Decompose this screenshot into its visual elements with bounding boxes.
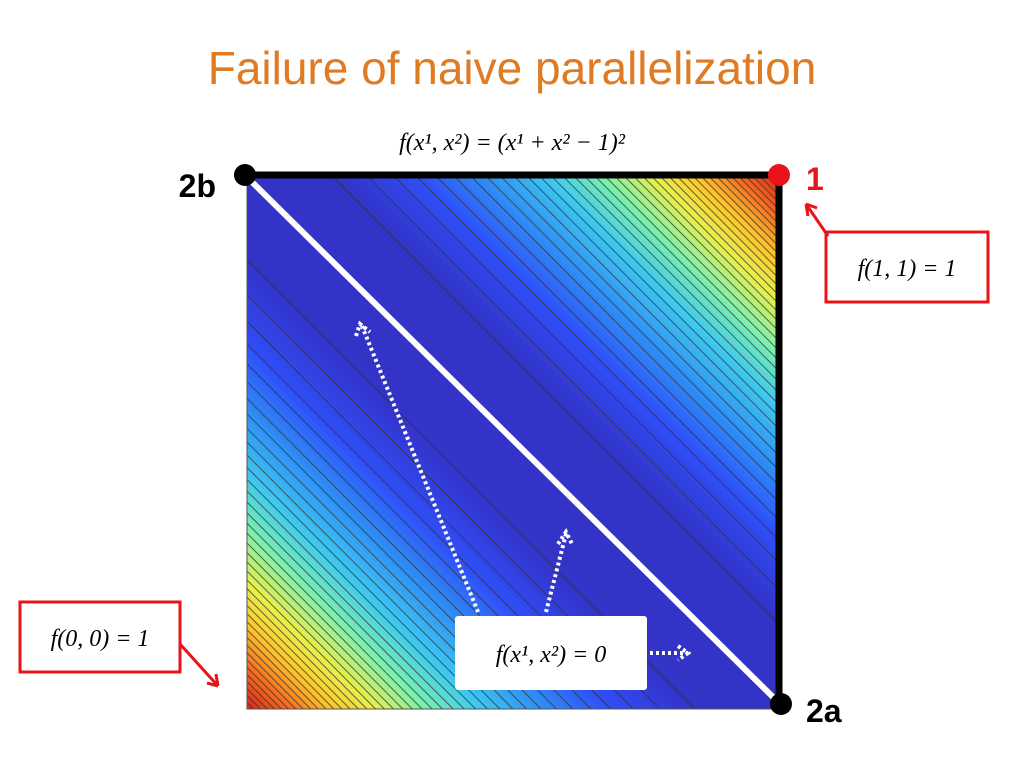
contour-line [247, 532, 423, 709]
callout-box [18, 600, 182, 674]
callout-text: f(0, 0) = 1 [51, 626, 150, 652]
contour-line [561, 175, 779, 394]
callout-box [824, 230, 990, 304]
contour-line [498, 175, 779, 457]
contour-line [583, 175, 779, 372]
contour-line [247, 512, 443, 709]
center-box [455, 616, 647, 690]
contour-line [603, 175, 779, 352]
contour-line [525, 175, 779, 430]
contour-line [632, 175, 779, 323]
contour-line [469, 175, 779, 487]
callout-arrow [178, 642, 220, 688]
point-2b [234, 164, 256, 186]
contour-line [247, 427, 528, 709]
point-2a [770, 693, 792, 715]
contour-line [667, 175, 779, 288]
contour-line [593, 175, 779, 362]
contour-line [613, 175, 779, 342]
center-text: f(x¹, x²) = 0 [496, 642, 607, 668]
contour-line [247, 570, 385, 709]
contour-line [512, 175, 779, 443]
zero-line [247, 177, 782, 706]
contour-line [392, 175, 779, 564]
contour-line [247, 587, 368, 709]
contour-line [484, 175, 779, 471]
contour-line [247, 579, 376, 709]
contour-line [683, 175, 779, 271]
contour-line [641, 175, 779, 314]
contour-line [330, 175, 779, 626]
label-1: 1 [806, 161, 824, 197]
contour-line [247, 561, 394, 709]
contour-line [247, 551, 404, 709]
slide-title: Failure of naive parallelization [208, 42, 817, 94]
contour-line [247, 454, 501, 709]
contour-line [247, 466, 488, 709]
contour-line [414, 175, 779, 541]
callout-text: f(1, 1) = 1 [858, 256, 957, 282]
contour-line [452, 175, 779, 503]
contour-line [549, 175, 779, 406]
contour-line [247, 441, 514, 709]
contour-line [247, 490, 465, 709]
contour-line [675, 175, 779, 280]
contour-line [622, 175, 779, 333]
label-2b: 2b [179, 168, 216, 204]
callout-arrow [804, 202, 830, 237]
contour-line [247, 478, 477, 709]
contour-line [658, 175, 779, 297]
contour-line [247, 501, 454, 709]
point-1 [768, 164, 790, 186]
label-2a: 2a [806, 693, 842, 729]
plot-title: f(x¹, x²) = (x¹ + x² − 1)² [399, 130, 626, 156]
contour-line [650, 175, 779, 305]
contour-line [247, 613, 343, 709]
contour-line [538, 175, 779, 418]
contour-line [365, 175, 779, 591]
contour-line [434, 175, 779, 521]
contour-line [247, 604, 351, 709]
contour-line [247, 596, 359, 709]
contour-line [247, 413, 542, 709]
dotted-arrows [354, 320, 692, 662]
contour-line [247, 542, 413, 709]
contour-line [247, 522, 433, 709]
contour-line [572, 175, 779, 383]
